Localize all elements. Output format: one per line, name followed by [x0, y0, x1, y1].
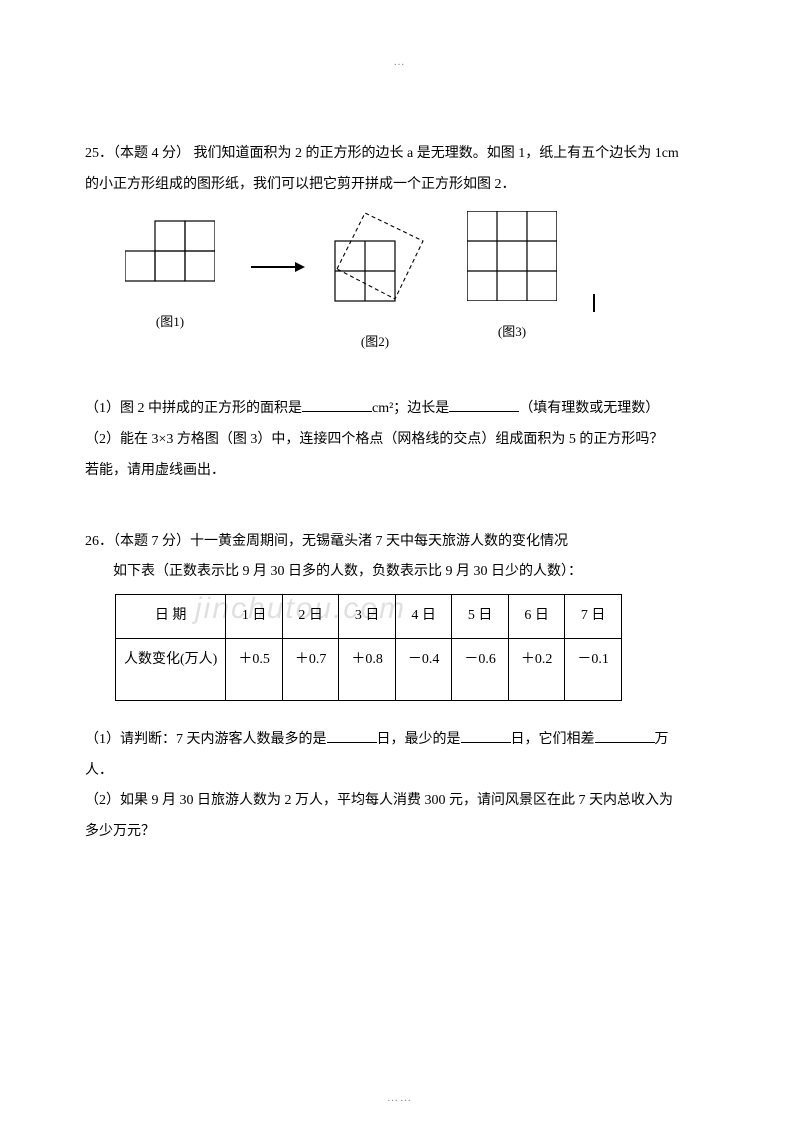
blank-max-day[interactable] — [327, 729, 377, 743]
q26-day-1: 1 日 — [226, 595, 283, 639]
q26-sub1: （1）请判断：7 天内游客人数最多的是 日，最少的是 日，它们相差 万 — [85, 725, 715, 756]
q25-figures-row: (图1) (图2) (图3) — [125, 211, 715, 356]
q26-delta-6: ＋0.2 — [508, 638, 565, 700]
q25-sub1-b: cm²；边长是 — [372, 401, 449, 416]
q26-day-2: 2 日 — [282, 595, 339, 639]
blank-min-day[interactable] — [461, 729, 511, 743]
footer-ellipsis: …… — [0, 1092, 800, 1104]
q26-rowheader-date: 日 期 — [116, 595, 226, 639]
q26-day-6: 6 日 — [508, 595, 565, 639]
q26-sub1-e: 人． — [85, 756, 715, 787]
header-ellipsis: … — [85, 50, 715, 74]
figure-3-svg — [467, 211, 557, 301]
q26-sub2a: （2）如果 9 月 30 日旅游人数为 2 万人，平均每人消费 300 元，请问… — [85, 786, 715, 817]
q25-sub1-a: （1）图 2 中拼成的正方形的面积是 — [85, 401, 302, 416]
figure-2: (图2) — [315, 211, 435, 356]
arrow-icon — [251, 266, 303, 268]
exam-page: … 25．（本题 4 分） 我们知道面积为 2 的正方形的边长 a 是无理数。如… — [0, 0, 800, 888]
q26-day-7: 7 日 — [565, 595, 622, 639]
q26-rowheader-delta: 人数变化(万人) — [116, 638, 226, 700]
q26-day-4: 4 日 — [395, 595, 452, 639]
q26-sub1-c: 日，它们相差 — [511, 732, 595, 747]
q26-delta-4: －0.4 — [395, 638, 452, 700]
q25-line2: 的小正方形组成的图形纸，我们可以把它剪开拼成一个正方形如图 2． — [85, 170, 715, 201]
q26-delta-1: ＋0.5 — [226, 638, 283, 700]
q25-line1: 25．（本题 4 分） 我们知道面积为 2 的正方形的边长 a 是无理数。如图 … — [85, 139, 715, 170]
stray-mark — [593, 294, 595, 312]
q26-sub1-b: 日，最少的是 — [377, 732, 461, 747]
figure-3-label: (图3) — [467, 318, 557, 347]
q25-sub1-c: （填有理数或无理数） — [519, 401, 659, 416]
q26-delta-7: －0.1 — [565, 638, 622, 700]
figure-2-label: (图2) — [315, 328, 435, 357]
figure-1-label: (图1) — [125, 308, 215, 337]
q26-table-value-row: 人数变化(万人) ＋0.5 ＋0.7 ＋0.8 －0.4 －0.6 ＋0.2 －… — [116, 638, 622, 700]
q25-sub2a: （2）能在 3×3 方格图（图 3）中，连接四个格点（网格线的交点）组成面积为 … — [85, 425, 715, 456]
q26-delta-2: ＋0.7 — [282, 638, 339, 700]
blank-diff[interactable] — [595, 729, 655, 743]
figure-3: (图3) — [467, 211, 557, 346]
blank-side-type[interactable] — [449, 398, 519, 412]
q26-table-header-row: 日 期 1 日 2 日 3 日 4 日 5 日 6 日 7 日 — [116, 595, 622, 639]
q26-table: 日 期 1 日 2 日 3 日 4 日 5 日 6 日 7 日 人数变化(万人)… — [115, 594, 622, 701]
q26-delta-3: ＋0.8 — [339, 638, 396, 700]
q25-sub1: （1）图 2 中拼成的正方形的面积是 cm²；边长是 （填有理数或无理数） — [85, 394, 715, 425]
figure-1-svg — [125, 211, 215, 291]
q26-line2: 如下表（正数表示比 9 月 30 日多的人数，负数表示比 9 月 30 日少的人… — [85, 557, 715, 588]
q26-day-5: 5 日 — [452, 595, 509, 639]
q26-line1: 26．（本题 7 分）十一黄金周期间，无锡鼋头渚 7 天中每天旅游人数的变化情况 — [85, 527, 715, 558]
q26-sub1-d: 万 — [655, 732, 669, 747]
q25-sub2b: 若能，请用虚线画出． — [85, 456, 715, 487]
figure-2-svg — [315, 211, 435, 311]
blank-area[interactable] — [302, 398, 372, 412]
q26-delta-5: －0.6 — [452, 638, 509, 700]
q26-sub1-a: （1）请判断：7 天内游客人数最多的是 — [85, 732, 327, 747]
figure-1: (图1) — [125, 211, 215, 336]
q26-day-3: 3 日 — [339, 595, 396, 639]
q26-sub2b: 多少万元？ — [85, 817, 715, 848]
